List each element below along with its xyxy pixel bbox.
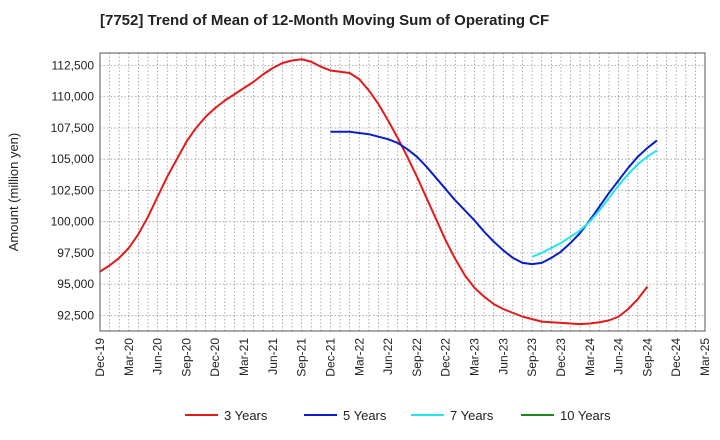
chart-title: [7752] Trend of Mean of 12-Month Moving … [100, 12, 549, 29]
x-tick-label: Jun-24 [612, 338, 626, 375]
x-tick-label: Dec-24 [669, 338, 683, 377]
series-layer [99, 58, 658, 326]
legend-label: 10 Years [560, 408, 611, 423]
plot-frame [99, 52, 706, 332]
x-tick-label: Sep-23 [525, 338, 539, 377]
plot-area [100, 53, 705, 331]
x-tick-label: Mar-25 [698, 338, 712, 376]
y-axis-label: Amount (million yen) [6, 133, 21, 252]
x-tick-label: Mar-24 [583, 338, 597, 376]
x-tick-label: Sep-20 [179, 338, 193, 377]
x-tick-label: Sep-22 [410, 338, 424, 377]
x-tick-label: Jun-21 [266, 338, 280, 375]
legend-label: 5 Years [343, 408, 387, 423]
series-line-3-years [99, 58, 649, 326]
x-tick-label: Dec-19 [93, 338, 107, 377]
x-tick-label: Sep-24 [640, 338, 654, 377]
y-tick-label: 95,000 [57, 277, 94, 291]
x-tick-label: Jun-23 [496, 338, 510, 375]
legend-label: 7 Years [450, 408, 494, 423]
y-tick-label: 112,500 [52, 58, 95, 72]
y-tick-label: 102,500 [51, 183, 95, 197]
x-tick-label: Mar-21 [237, 338, 251, 376]
y-tick-label: 107,500 [51, 121, 95, 135]
x-tick-label: Dec-20 [208, 338, 222, 377]
series-line-5-years [330, 130, 658, 266]
x-tick-label: Dec-23 [554, 338, 568, 377]
legend: 3 Years 5 Years 7 Years 10 Years [185, 408, 611, 423]
x-tick-label: Dec-21 [323, 338, 337, 377]
gridlines [100, 53, 706, 331]
y-tick-label: 92,500 [57, 308, 94, 322]
y-tick-label: 110,000 [52, 90, 95, 104]
legend-label: 3 Years [224, 408, 268, 423]
x-tick-label: Sep-21 [295, 338, 309, 377]
y-tick-label: 97,500 [57, 246, 94, 260]
x-axis-ticks: Dec-19 Mar-20 Jun-20 Sep-20 Dec-20 Mar-21 Jun-… [93, 338, 712, 377]
x-tick-label: Mar-23 [468, 338, 482, 376]
y-tick-label: 100,000 [51, 215, 95, 229]
y-tick-label: 105,000 [51, 152, 95, 166]
series-line-7-years [531, 149, 658, 258]
x-tick-label: Mar-20 [122, 338, 136, 376]
x-tick-label: Dec-22 [439, 338, 453, 377]
x-tick-label: Jun-22 [381, 338, 395, 375]
y-axis-ticks: 92,500 95,000 97,500 100,000 102,500 105,000 1… [51, 58, 95, 322]
x-tick-label: Jun-20 [151, 338, 165, 375]
x-tick-label: Mar-22 [352, 338, 366, 376]
